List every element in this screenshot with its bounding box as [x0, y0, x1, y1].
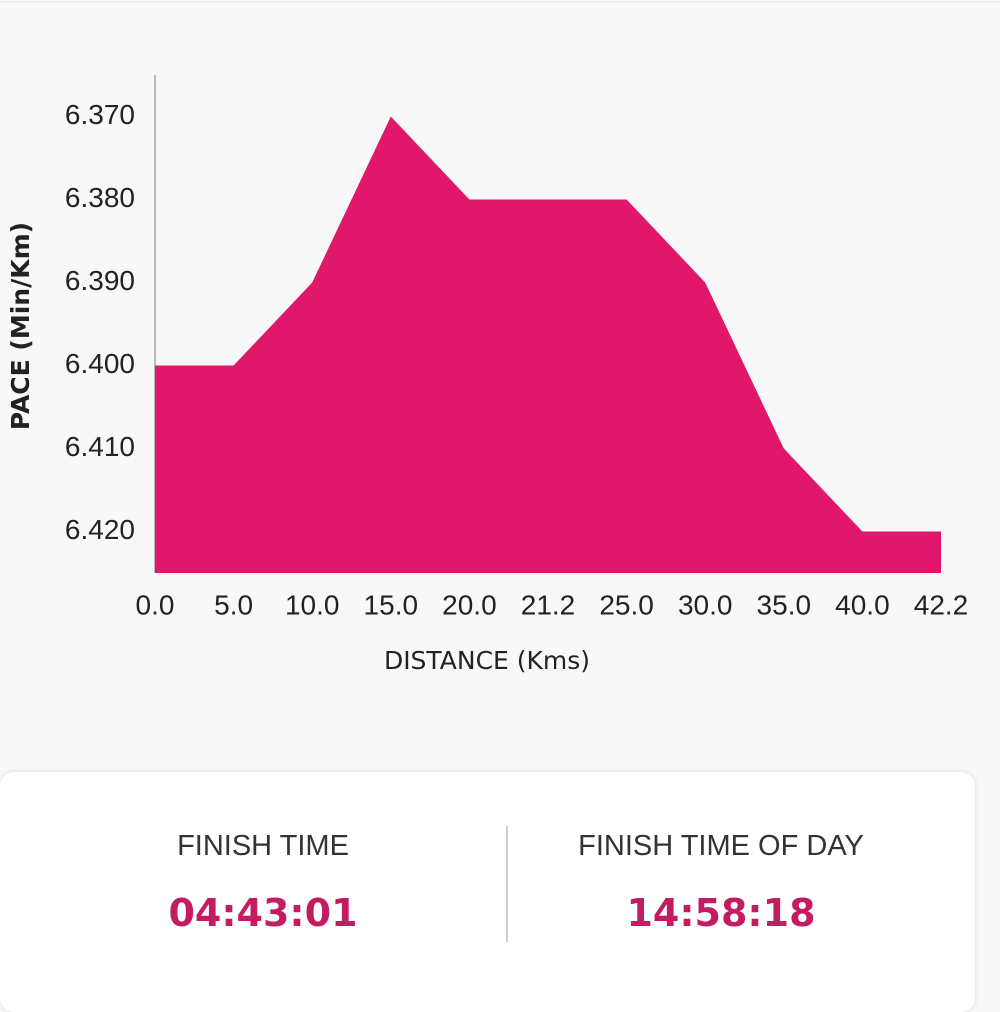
x-tick-label: 10.0 [285, 589, 340, 620]
x-tick-label: 15.0 [364, 589, 419, 620]
x-tick-label: 0.0 [136, 589, 175, 620]
y-axis-title: PACE (Min/Km) [6, 222, 35, 430]
finish-time-of-day: FINISH TIME OF DAY 14:58:18 [491, 830, 951, 935]
y-tick-label: 6.370 [65, 99, 135, 130]
y-tick-label: 6.380 [65, 182, 135, 213]
x-tick-label: 30.0 [678, 589, 733, 620]
x-tick-label: 40.0 [835, 589, 890, 620]
chart: PACE (Min/Km) DISTANCE (Kms) 6.370 6.380 6… [0, 1, 1000, 675]
label: FINISH TIME OF DAY [578, 830, 864, 862]
x-tick-label: 35.0 [757, 589, 812, 620]
area [155, 116, 941, 573]
label: FINISH TIME [177, 830, 349, 862]
finish-time: FINISH TIME 04:43:01 [33, 830, 493, 935]
x-axis-title: DISTANCE (Kms) [384, 646, 590, 675]
y-tick-label: 6.420 [65, 514, 135, 545]
x-tick-label: 21.2 [521, 589, 576, 620]
x-tick-label: 42.2 [914, 589, 969, 620]
y-tick-label: 6.400 [65, 348, 135, 379]
divider [506, 826, 508, 942]
x-tick-label: 20.0 [442, 589, 497, 620]
value: 04:43:01 [168, 891, 358, 935]
y-tick-label: 6.410 [65, 431, 135, 462]
value: 14:58:18 [626, 891, 816, 935]
y-tick-label: 6.390 [65, 265, 135, 296]
x-tick-label: 25.0 [599, 589, 654, 620]
x-tick-label: 5.0 [214, 589, 253, 620]
summary-card: FINISH TIME 04:43:01 FINISH TIME OF DAY … [0, 772, 975, 1012]
